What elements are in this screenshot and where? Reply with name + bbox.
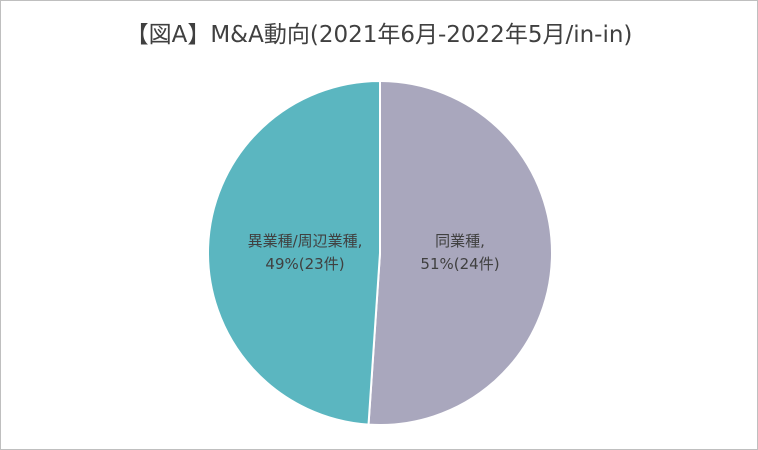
- slice-label-2: 異業種/周辺業種, 49%(23件): [248, 232, 363, 273]
- slice-category-label-2: 異業種/周辺業種,: [248, 232, 363, 250]
- pie-slice-2: [206, 79, 381, 426]
- slice-value-label-2: 49%(23件): [265, 255, 344, 273]
- chart-title: 【図A】M&A動向(2021年6月-2022年5月/in-in): [125, 22, 633, 48]
- pie-slice-1: [367, 79, 553, 426]
- slice-value-label-1: 51%(24件): [420, 255, 499, 273]
- slice-category-label-1: 同業種,: [435, 232, 485, 250]
- slice-label-1: 同業種, 51%(24件): [420, 232, 499, 273]
